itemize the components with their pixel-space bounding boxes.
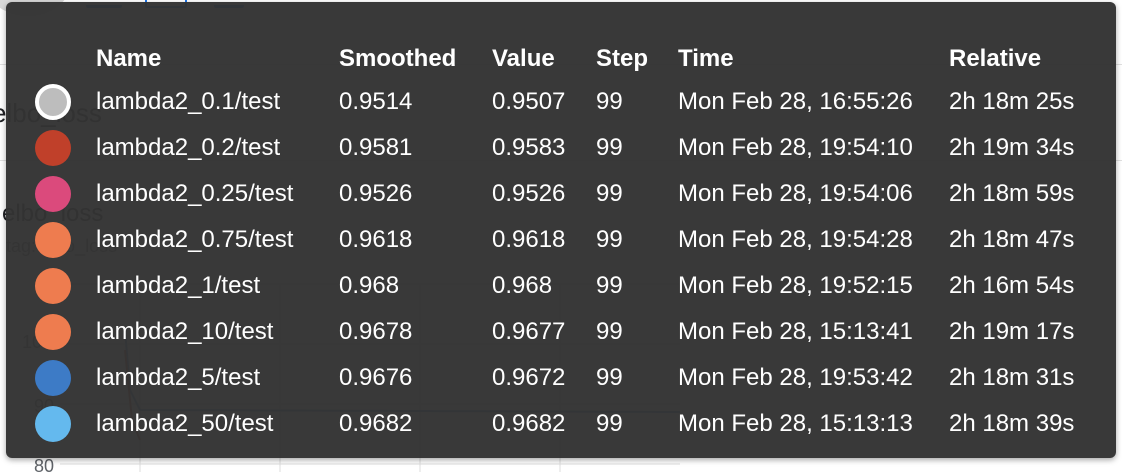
smoothed-value: 0.9581 (339, 134, 413, 161)
raw-value: 0.9618 (492, 226, 566, 253)
time-value: Mon Feb 28, 15:13:13 (678, 410, 913, 437)
run-name: lambda2_10/test (96, 318, 274, 345)
smoothed-value: 0.9678 (339, 318, 413, 345)
step-value: 99 (596, 410, 623, 437)
smoothed-value: 0.9682 (339, 410, 413, 437)
time-value: Mon Feb 28, 16:55:26 (678, 88, 913, 115)
raw-value: 0.9526 (492, 180, 566, 207)
run-color-swatch (35, 268, 71, 304)
run-name: lambda2_1/test (96, 272, 261, 299)
run-color-swatch (35, 314, 71, 350)
step-value: 99 (596, 134, 623, 161)
time-value: Mon Feb 28, 19:54:28 (678, 226, 913, 253)
header-value: Value (492, 45, 555, 72)
raw-value: 0.9677 (492, 318, 566, 345)
relative-value: 2h 18m 59s (949, 180, 1075, 207)
run-color-swatch (35, 84, 71, 120)
raw-value: 0.9672 (492, 364, 566, 391)
step-value: 99 (596, 88, 623, 115)
run-name: lambda2_0.2/test (96, 134, 281, 161)
run-name: lambda2_0.75/test (96, 226, 294, 253)
time-value: Mon Feb 28, 19:54:10 (678, 134, 913, 161)
tooltip-row: lambda2_0.1/test 0.9514 0.9507 99 Mon Fe… (6, 79, 1116, 125)
time-value: Mon Feb 28, 19:54:06 (678, 180, 913, 207)
tooltip-row: lambda2_1/test 0.968 0.968 99 Mon Feb 28… (6, 263, 1116, 309)
relative-value: 2h 18m 47s (949, 226, 1075, 253)
raw-value: 0.9583 (492, 134, 566, 161)
relative-value: 2h 19m 17s (949, 318, 1075, 345)
time-value: Mon Feb 28, 19:53:42 (678, 364, 913, 391)
raw-value: 0.9682 (492, 410, 566, 437)
tooltip-row: lambda2_0.75/test 0.9618 0.9618 99 Mon F… (6, 217, 1116, 263)
step-value: 99 (596, 272, 623, 299)
relative-value: 2h 19m 34s (949, 134, 1075, 161)
run-color-swatch (35, 222, 71, 258)
run-name: lambda2_5/test (96, 364, 261, 391)
run-color-swatch (35, 360, 71, 396)
relative-value: 2h 16m 54s (949, 272, 1075, 299)
tooltip-row: lambda2_5/test 0.9676 0.9672 99 Mon Feb … (6, 355, 1116, 401)
header-time: Time (678, 45, 734, 72)
header-step: Step (596, 45, 649, 72)
run-name: lambda2_0.1/test (96, 88, 281, 115)
smoothed-value: 0.968 (339, 272, 400, 299)
tooltip-row: lambda2_0.2/test 0.9581 0.9583 99 Mon Fe… (6, 125, 1116, 171)
raw-value: 0.9507 (492, 88, 566, 115)
tooltip-row: lambda2_10/test 0.9678 0.9677 99 Mon Feb… (6, 309, 1116, 355)
run-name: lambda2_50/test (96, 410, 274, 437)
step-value: 99 (596, 364, 623, 391)
smoothed-value: 0.9526 (339, 180, 413, 207)
smoothed-value: 0.9514 (339, 88, 413, 115)
run-color-swatch (35, 130, 71, 166)
run-color-swatch (35, 406, 71, 442)
step-value: 99 (596, 318, 623, 345)
time-value: Mon Feb 28, 15:13:41 (678, 318, 913, 345)
time-value: Mon Feb 28, 19:52:15 (678, 272, 913, 299)
header-relative: Relative (949, 45, 1042, 72)
smoothed-value: 0.9618 (339, 226, 413, 253)
y-tick-label: 80 (34, 456, 55, 472)
step-value: 99 (596, 226, 623, 253)
step-value: 99 (596, 180, 623, 207)
relative-value: 2h 18m 31s (949, 364, 1075, 391)
header-smoothed: Smoothed (339, 45, 457, 72)
run-color-swatch (35, 176, 71, 212)
raw-value: 0.968 (492, 272, 553, 299)
header-name: Name (96, 45, 162, 72)
tooltip-header-row: Name Smoothed Value Step Time Relative (6, 36, 1116, 82)
relative-value: 2h 18m 25s (949, 88, 1075, 115)
relative-value: 2h 18m 39s (949, 410, 1075, 437)
run-name: lambda2_0.25/test (96, 180, 294, 207)
scalar-tooltip: Name Smoothed Value Step Time Relative l… (6, 2, 1116, 458)
tooltip-row: lambda2_50/test 0.9682 0.9682 99 Mon Feb… (6, 401, 1116, 447)
tooltip-row: lambda2_0.25/test 0.9526 0.9526 99 Mon F… (6, 171, 1116, 217)
smoothed-value: 0.9676 (339, 364, 413, 391)
